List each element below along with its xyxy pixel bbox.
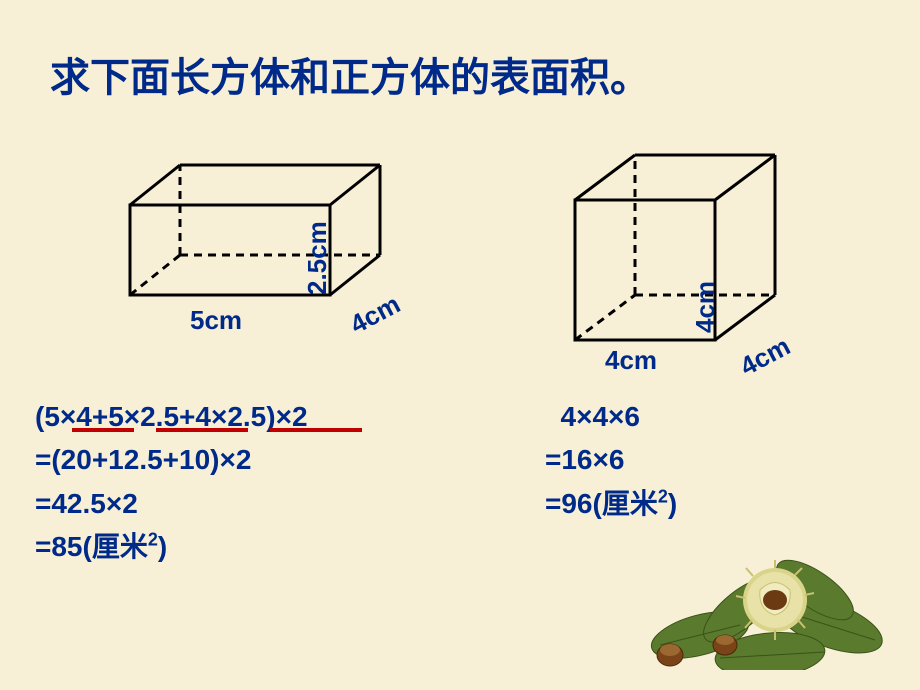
calc-right-line1: 4×4×6 — [545, 395, 677, 438]
underline-1 — [72, 428, 134, 432]
cuboid-height-label: 2.5cm — [302, 221, 333, 295]
calc-left-line2: =(20+12.5+10)×2 — [35, 438, 308, 481]
cuboid-length-label: 5cm — [190, 305, 242, 336]
calc-left-line3: =42.5×2 — [35, 482, 308, 525]
underline-2 — [156, 428, 248, 432]
cube-length-label: 4cm — [605, 345, 657, 376]
chestnut-svg — [630, 490, 890, 670]
title-text: 求下面长方体和正方体的表面积。 — [50, 56, 650, 100]
calc-left-line4: =85(厘米2) — [35, 525, 308, 568]
cube-diagram: 4cm 4cm 4cm — [560, 145, 820, 375]
cube-height-label: 4cm — [690, 281, 721, 333]
chestnut-decoration — [630, 490, 890, 670]
calc-left: (5×4+5×2.5+4×2.5)×2 =(20+12.5+10)×2 =42.… — [35, 395, 308, 569]
cuboid-diagram: 5cm 4cm 2.5cm — [120, 155, 420, 355]
underline-3 — [270, 428, 362, 432]
page-title: 求下面长方体和正方体的表面积。 — [50, 45, 650, 103]
calc-right-line2: =16×6 — [545, 438, 677, 481]
